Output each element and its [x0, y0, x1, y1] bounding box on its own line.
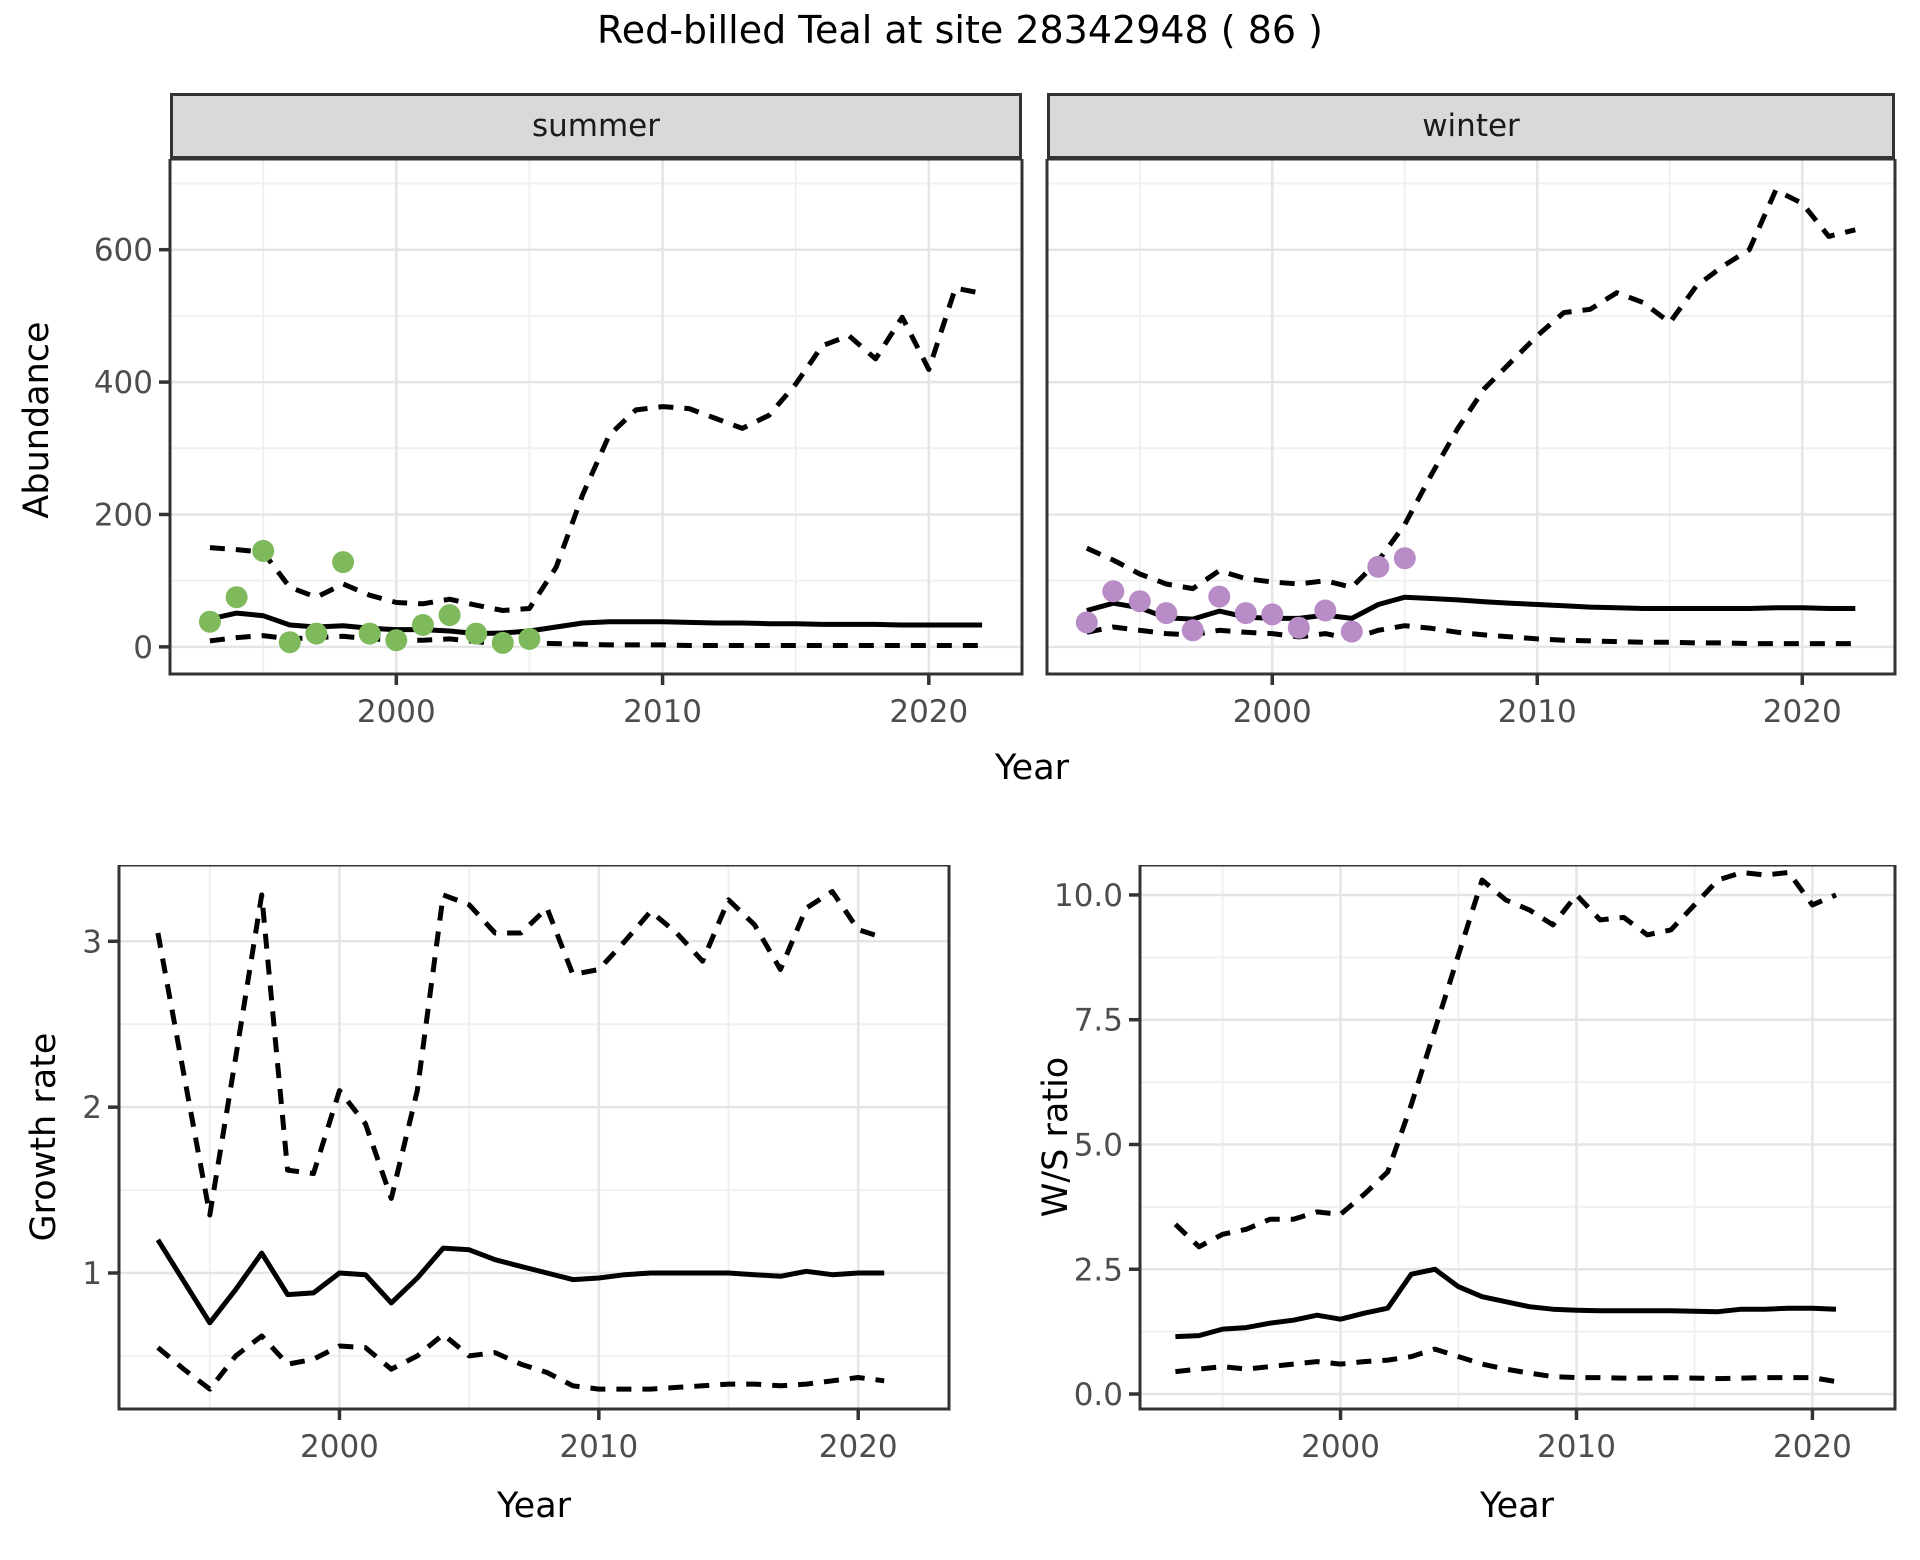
median-line [1175, 1266, 1837, 1340]
x-tick-label: 2020 [1763, 694, 1842, 730]
observation-point [332, 551, 355, 574]
panel-background [1140, 865, 1895, 1409]
abundance-summer-plot: 2000 2010 2020 0 200 400 600 [94, 159, 1024, 730]
facet-strip-winter: winter [1047, 93, 1895, 159]
y-tick-label: 10.0 [1054, 878, 1123, 914]
observation-point [1208, 585, 1231, 608]
observation-point [305, 622, 328, 645]
observation-point [1102, 580, 1125, 603]
panel-background [170, 159, 1022, 674]
observation-point [438, 604, 461, 627]
observation-point [1393, 547, 1416, 570]
x-tick-label: 2020 [819, 1429, 898, 1465]
y-tick-label: 7.5 [1074, 1003, 1123, 1039]
x-tick-label: 2010 [1498, 694, 1577, 730]
panel-border [168, 159, 1024, 676]
y-tick-label: 600 [94, 233, 153, 269]
x-tick-label: 2000 [1233, 694, 1312, 730]
observation-point [1075, 611, 1098, 634]
x-tick-label: 2010 [1537, 1429, 1616, 1465]
median-line [155, 1238, 885, 1326]
axis-ticks: 2000 2010 2020 0.0 2.5 5.0 7.5 10.0 [1054, 878, 1852, 1465]
y-tick-label: 200 [94, 497, 153, 533]
x-tick-label: 2000 [357, 694, 436, 730]
lower-ci-line [1175, 1346, 1837, 1385]
y-tick-label: 2 [82, 1090, 102, 1126]
median-line [209, 610, 983, 637]
series-layer [1173, 870, 1837, 1385]
observation-point [252, 539, 275, 562]
observation-point [518, 627, 541, 650]
observation-point [1128, 590, 1151, 613]
observation-point [278, 631, 301, 654]
y-tick-label: 5.0 [1074, 1127, 1123, 1163]
x-tick-label: 2000 [1301, 1429, 1380, 1465]
median-line [1086, 594, 1856, 622]
upper-ci-line [209, 285, 983, 613]
x-tick-label: 2010 [623, 694, 702, 730]
observation-point [1287, 616, 1310, 639]
grid-lines [170, 159, 1022, 674]
grid-lines [1047, 159, 1895, 674]
upper-ci-line [1085, 187, 1856, 592]
observation-point [465, 622, 488, 645]
observation-point [1261, 603, 1284, 626]
grid-lines [1140, 865, 1895, 1409]
upper-ci-line [155, 889, 885, 1218]
observation-point [385, 629, 408, 652]
x-tick-label: 2000 [300, 1429, 379, 1465]
upper-ci-line [1173, 870, 1837, 1250]
panel-border [117, 865, 951, 1411]
observation-point [411, 614, 434, 636]
axis-ticks: 2000 2010 2020 1 2 3 [82, 924, 897, 1465]
axis-ticks: 2000 2010 2020 [1233, 674, 1842, 730]
facet-strip-summer: summer [170, 93, 1022, 159]
growth-year-axis-title: Year [496, 1486, 572, 1526]
ws-year-axis-title: Year [1479, 1486, 1555, 1526]
plot-title: Red-billed Teal at site 28342948 ( 86 ) [597, 8, 1323, 52]
observed-points [1075, 547, 1416, 643]
top-year-axis-title: Year [994, 748, 1070, 788]
observation-point [358, 622, 381, 645]
panel-background [119, 865, 949, 1409]
y-tick-label: 1 [82, 1256, 102, 1292]
grid-lines [119, 865, 949, 1409]
observation-point [1181, 619, 1204, 642]
y-tick-label: 0 [133, 630, 153, 666]
growth-rate-plot: 2000 2010 2020 1 2 3 [82, 865, 951, 1465]
y-tick-label: 2.5 [1074, 1252, 1123, 1288]
series-layer [1085, 187, 1856, 647]
observation-point [1367, 555, 1390, 578]
facet-strip-winter-label: winter [1422, 108, 1520, 144]
observed-points [198, 539, 541, 654]
x-tick-label: 2010 [559, 1429, 638, 1465]
panel-background [1047, 159, 1895, 674]
observation-point [491, 631, 514, 654]
abundance-winter-plot: 2000 2010 2020 [1045, 159, 1897, 730]
series-layer [209, 285, 983, 648]
observation-point [1340, 620, 1363, 643]
y-tick-label: 0.0 [1074, 1377, 1123, 1413]
ws-ratio-plot: 2000 2010 2020 0.0 2.5 5.0 7.5 10.0 [1054, 865, 1897, 1465]
observation-point [198, 610, 221, 633]
y-tick-label: 400 [94, 365, 153, 401]
y-tick-label: 3 [82, 924, 102, 960]
panel-border [1138, 865, 1897, 1411]
observation-point [1234, 602, 1257, 625]
observation-point [225, 586, 248, 609]
panel-border [1045, 159, 1897, 676]
observation-point [1314, 599, 1337, 622]
series-layer [155, 889, 885, 1392]
x-tick-label: 2020 [1773, 1429, 1852, 1465]
facet-strip-summer-label: summer [531, 108, 660, 144]
x-tick-label: 2020 [889, 694, 968, 730]
abundance-axis-title: Abundance [17, 321, 57, 519]
axis-ticks: 2000 2010 2020 0 200 400 600 [94, 233, 968, 730]
lower-ci-line [156, 1331, 885, 1392]
observation-point [1155, 602, 1178, 625]
